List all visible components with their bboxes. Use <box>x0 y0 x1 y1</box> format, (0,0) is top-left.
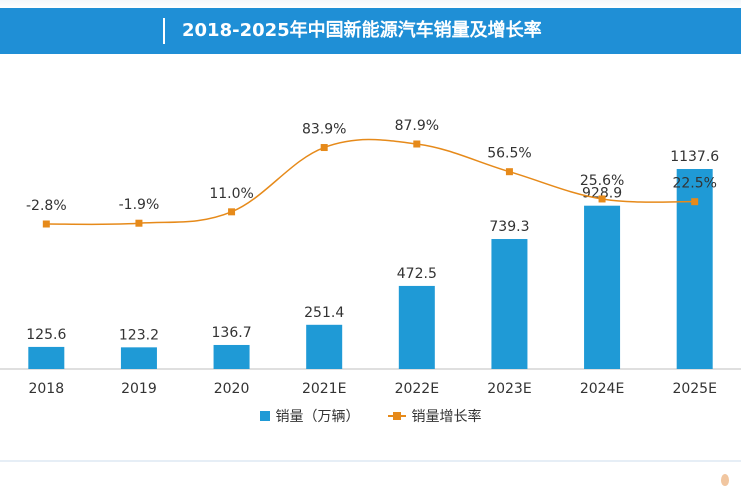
bar <box>120 347 157 369</box>
legend-line-swatch-icon <box>387 411 406 421</box>
legend: 销量（万辆） 销量增长率 <box>0 406 741 426</box>
bar-data-label: 739.3 <box>489 219 529 235</box>
bar <box>28 346 65 369</box>
bar <box>491 239 528 369</box>
x-tick-label: 2022E <box>395 381 439 397</box>
header-bar: 2018-2025年中国新能源汽车销量及增长率 <box>0 8 741 54</box>
bar-data-label: 136.7 <box>212 325 252 341</box>
x-tick-label: 2020 <box>214 381 250 397</box>
growth-data-label: 11.0% <box>209 186 253 202</box>
growth-point <box>691 198 699 206</box>
growth-data-label: 87.9% <box>395 118 439 134</box>
corner-mark-icon <box>721 474 729 486</box>
bar-data-label: 125.6 <box>26 327 66 343</box>
chart-area: 125.6 2018 123.2 2019 136.7 2020 251.4 2021E 472… <box>0 118 741 397</box>
x-tick-label: 2018 <box>28 381 64 397</box>
growth-data-label: 22.5% <box>672 176 716 192</box>
x-tick-label: 2024E <box>580 381 624 397</box>
legend-label-growth: 销量增长率 <box>411 409 482 425</box>
chart-title: 2018-2025年中国新能源汽车销量及增长率 <box>182 20 542 41</box>
legend-bar-swatch-icon <box>259 411 270 421</box>
growth-point <box>505 168 513 176</box>
bar-data-label: 251.4 <box>304 305 344 321</box>
growth-data-label: 83.9% <box>302 122 346 138</box>
growth-point <box>135 219 143 227</box>
x-tick-label: 2025E <box>672 381 716 397</box>
x-tick-label: 2023E <box>487 381 531 397</box>
growth-point <box>598 195 606 203</box>
growth-data-label: -2.8% <box>26 198 67 214</box>
header-divider <box>163 18 165 44</box>
legend-item-sales: 销量（万辆） <box>259 406 360 426</box>
growth-data-label: 56.5% <box>487 146 531 162</box>
growth-point <box>42 220 50 228</box>
bar <box>584 205 621 369</box>
bar-data-label: 472.5 <box>397 266 437 282</box>
growth-line <box>46 138 695 226</box>
top-strip <box>0 0 741 8</box>
bar <box>398 285 435 369</box>
growth-point <box>320 144 328 152</box>
bar-data-label: 123.2 <box>119 327 159 343</box>
bar <box>306 324 343 369</box>
growth-point <box>413 140 421 148</box>
bottom-band <box>0 460 741 500</box>
growth-data-label: 25.6% <box>580 173 624 189</box>
bar <box>213 344 250 369</box>
growth-data-label: -1.9% <box>119 197 160 213</box>
growth-point <box>228 208 236 216</box>
legend-label-sales: 销量（万辆） <box>275 409 360 425</box>
x-tick-label: 2021E <box>302 381 346 397</box>
legend-item-growth: 销量增长率 <box>387 406 482 426</box>
x-tick-label: 2019 <box>121 381 157 397</box>
bar-data-label: 1137.6 <box>670 149 719 165</box>
